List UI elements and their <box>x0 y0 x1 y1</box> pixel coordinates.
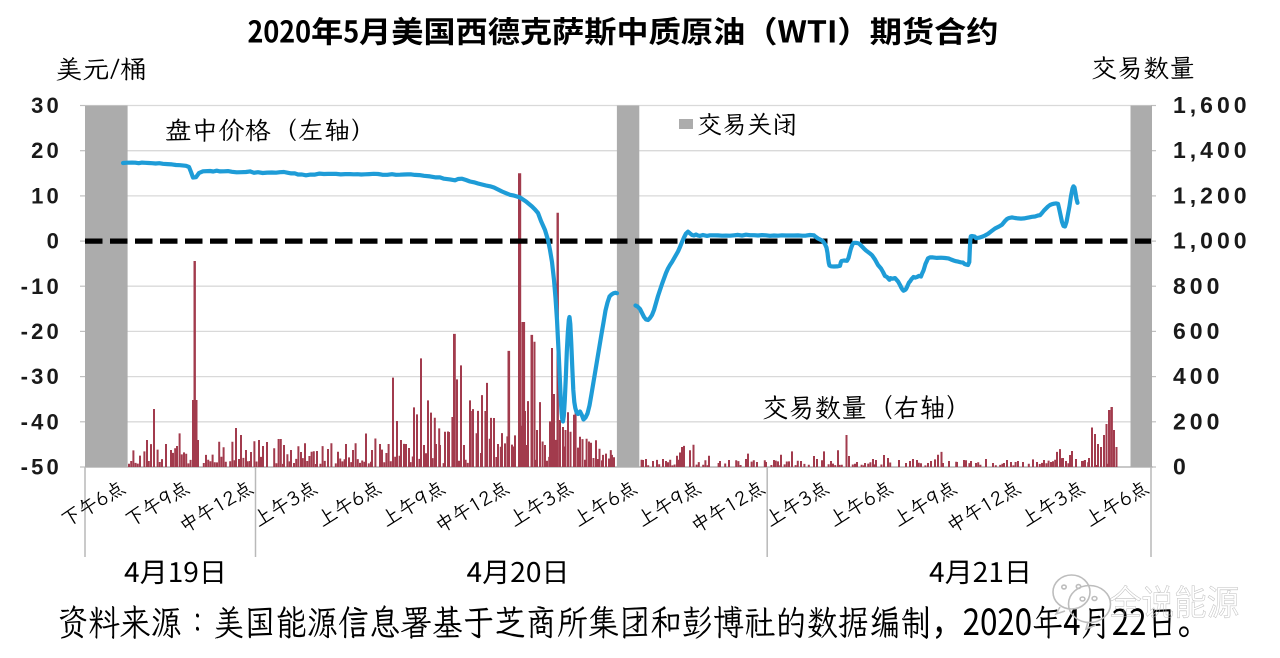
svg-text:400: 400 <box>1173 363 1223 389</box>
svg-text:1,400: 1,400 <box>1173 137 1251 163</box>
svg-text:-50: -50 <box>21 455 62 480</box>
svg-text:-30: -30 <box>21 364 62 389</box>
svg-text:-10: -10 <box>21 274 62 299</box>
svg-text:30: 30 <box>31 93 62 118</box>
svg-text:1,200: 1,200 <box>1173 182 1251 208</box>
svg-text:0: 0 <box>47 229 62 254</box>
svg-text:200: 200 <box>1173 408 1223 434</box>
svg-text:-20: -20 <box>21 319 62 344</box>
svg-text:10: 10 <box>31 183 62 208</box>
svg-text:-40: -40 <box>21 409 62 434</box>
svg-text:800: 800 <box>1173 273 1223 299</box>
svg-text:0: 0 <box>1173 454 1190 480</box>
svg-text:600: 600 <box>1173 318 1223 344</box>
svg-text:1,600: 1,600 <box>1173 92 1251 118</box>
svg-text:20: 20 <box>31 138 62 163</box>
svg-text:1,000: 1,000 <box>1173 228 1251 254</box>
